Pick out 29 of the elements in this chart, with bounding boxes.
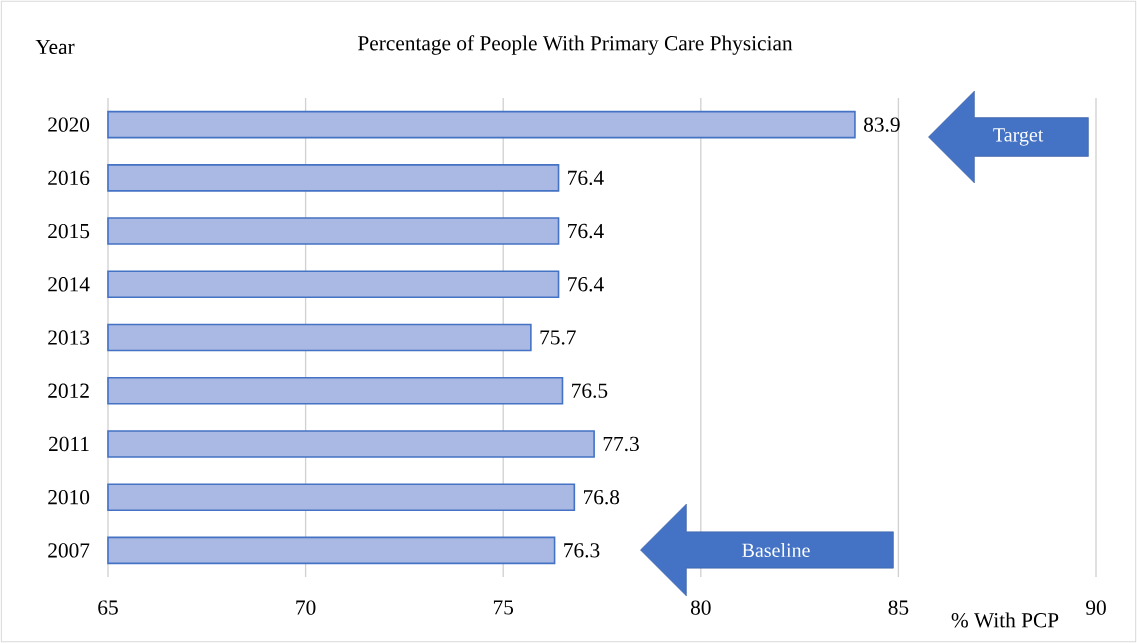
x-tick-label: 90 <box>1086 600 1106 615</box>
data-label: 76.4 <box>568 223 604 239</box>
y-tick-label: 2016 <box>48 170 90 186</box>
y-tick-label: 2007 <box>48 543 90 558</box>
data-label: 75.7 <box>540 330 576 345</box>
data-label: 76.4 <box>568 277 604 292</box>
y-tick-label: 2014 <box>48 277 90 292</box>
y-tick-label: 2013 <box>48 330 90 345</box>
x-tick-label: 85 <box>888 600 909 615</box>
data-label: 77.3 <box>603 436 639 452</box>
chart-title: Percentage of People With Primary Care Physician <box>358 35 793 55</box>
y-tick-label: 2015 <box>48 223 90 239</box>
data-label: 83.9 <box>864 117 900 132</box>
x-tick-label: 80 <box>690 600 711 615</box>
y-tick-label: 2012 <box>48 383 89 398</box>
y-tick-label: 2020 <box>48 117 90 132</box>
annotation: Target <box>993 128 1044 146</box>
y-tick-label: 2010 <box>48 489 90 505</box>
y-tick-label: 2011 <box>49 436 89 452</box>
data-label: 76.4 <box>568 170 604 186</box>
x-axis-title: % With PCP <box>951 612 1059 628</box>
annotation: Baseline <box>742 542 810 558</box>
x-tick-label: 65 <box>98 600 118 615</box>
x-tick-label: 70 <box>296 600 316 615</box>
x-tick-label: 75 <box>493 600 514 615</box>
data-label: 76.3 <box>564 543 600 558</box>
data-label: 76.8 <box>584 489 620 505</box>
y-axis-title: Year <box>35 39 75 55</box>
data-label: 76.5 <box>572 383 608 398</box>
